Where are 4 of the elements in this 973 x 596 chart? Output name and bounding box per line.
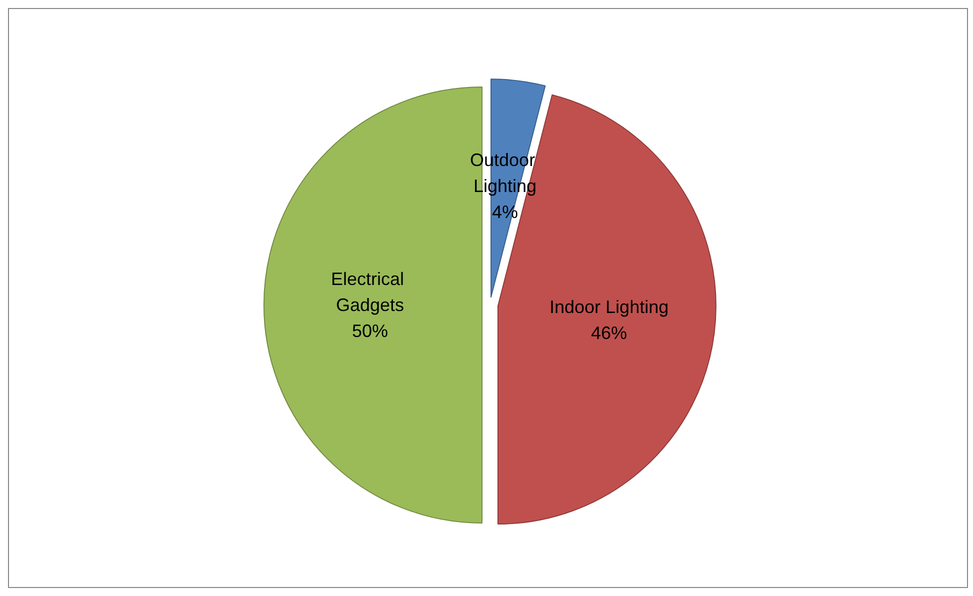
slice-label: Indoor Lighting (550, 297, 669, 318)
data-label: 50% (352, 321, 388, 341)
data-label: 46% (591, 323, 628, 344)
slice-label: Electrical Gadgets (330, 269, 410, 315)
